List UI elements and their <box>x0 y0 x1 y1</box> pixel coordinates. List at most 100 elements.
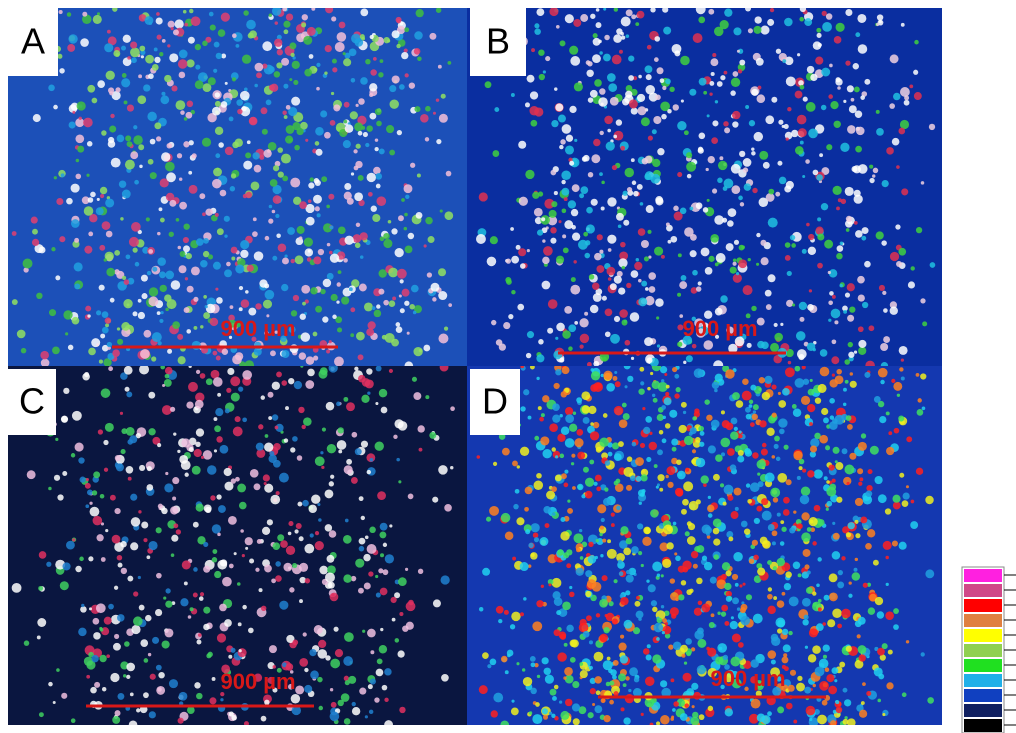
speckle <box>101 221 111 230</box>
speckle <box>534 107 544 117</box>
speckle <box>737 455 745 463</box>
speckle <box>293 79 299 86</box>
speckle <box>342 52 346 56</box>
speckle <box>62 471 68 476</box>
speckle <box>686 589 693 596</box>
speckle <box>733 487 742 496</box>
speckle <box>366 368 373 375</box>
speckle <box>510 707 519 716</box>
speckle <box>62 562 71 571</box>
speckle <box>589 431 600 441</box>
speckle <box>846 481 850 486</box>
speckle <box>767 524 775 531</box>
speckle <box>246 264 254 272</box>
speckle <box>654 246 664 256</box>
speckle <box>476 234 486 244</box>
speckle <box>161 152 171 162</box>
speckle <box>287 227 295 235</box>
speckle <box>732 121 739 128</box>
speckle <box>738 244 745 251</box>
speckle <box>100 193 105 199</box>
speckle <box>624 339 631 346</box>
speckle <box>195 441 201 448</box>
speckle <box>272 195 282 204</box>
speckle <box>767 711 772 717</box>
speckle <box>316 213 321 218</box>
speckle <box>831 356 840 365</box>
speckle <box>388 368 393 374</box>
speckle <box>99 627 104 632</box>
speckle <box>735 400 744 408</box>
speckle <box>478 685 488 695</box>
speckle <box>435 98 440 102</box>
speckle <box>767 18 775 26</box>
speckle <box>755 690 762 697</box>
speckle <box>275 423 284 432</box>
speckle <box>189 8 194 14</box>
speckle <box>551 713 556 718</box>
speckle <box>299 576 306 584</box>
speckle <box>665 78 671 85</box>
speckle <box>195 369 201 374</box>
speckle <box>55 437 59 442</box>
speckle <box>373 166 381 175</box>
speckle <box>214 425 221 433</box>
speckle <box>674 393 680 399</box>
speckle <box>756 505 763 512</box>
speckle <box>726 531 734 538</box>
speckle <box>201 137 212 147</box>
speckle <box>168 231 174 237</box>
speckle <box>375 592 381 598</box>
speckle <box>679 713 688 721</box>
speckle <box>330 293 338 302</box>
speckle <box>355 143 361 149</box>
speckle <box>100 557 106 562</box>
speckle <box>327 581 335 589</box>
speckle <box>404 245 413 254</box>
speckle <box>731 573 739 581</box>
speckle <box>270 494 281 505</box>
legend-swatch <box>964 674 1002 687</box>
speckle <box>438 268 447 277</box>
speckle <box>854 557 859 562</box>
speckle <box>858 709 868 718</box>
speckle <box>72 110 76 114</box>
speckle <box>880 379 885 385</box>
speckle <box>723 121 729 127</box>
speckle <box>382 542 388 548</box>
speckle <box>403 48 408 53</box>
speckle <box>600 698 606 704</box>
speckle <box>732 392 740 401</box>
panel-label: D <box>482 381 508 422</box>
speckle <box>822 622 826 626</box>
speckle <box>299 562 309 572</box>
speckle <box>237 648 247 658</box>
speckle <box>394 419 404 429</box>
speckle <box>633 677 640 683</box>
speckle <box>765 193 775 202</box>
speckle <box>143 692 149 699</box>
speckle <box>752 613 763 624</box>
speckle <box>123 299 133 309</box>
speckle <box>771 384 777 390</box>
speckle <box>760 25 770 35</box>
speckle <box>591 154 601 164</box>
speckle <box>380 553 385 558</box>
speckle <box>358 496 364 502</box>
speckle <box>759 150 769 160</box>
speckle <box>905 640 910 644</box>
speckle <box>801 248 807 254</box>
speckle <box>255 567 260 572</box>
speckle <box>626 186 633 193</box>
speckle <box>594 676 602 684</box>
speckle <box>607 539 612 544</box>
speckle <box>196 639 202 645</box>
speckle <box>845 532 852 538</box>
speckle <box>143 84 151 92</box>
speckle <box>564 220 574 229</box>
speckle <box>732 273 742 283</box>
speckle <box>413 48 421 55</box>
speckle <box>581 405 591 414</box>
speckle <box>829 398 835 404</box>
speckle <box>132 247 138 253</box>
